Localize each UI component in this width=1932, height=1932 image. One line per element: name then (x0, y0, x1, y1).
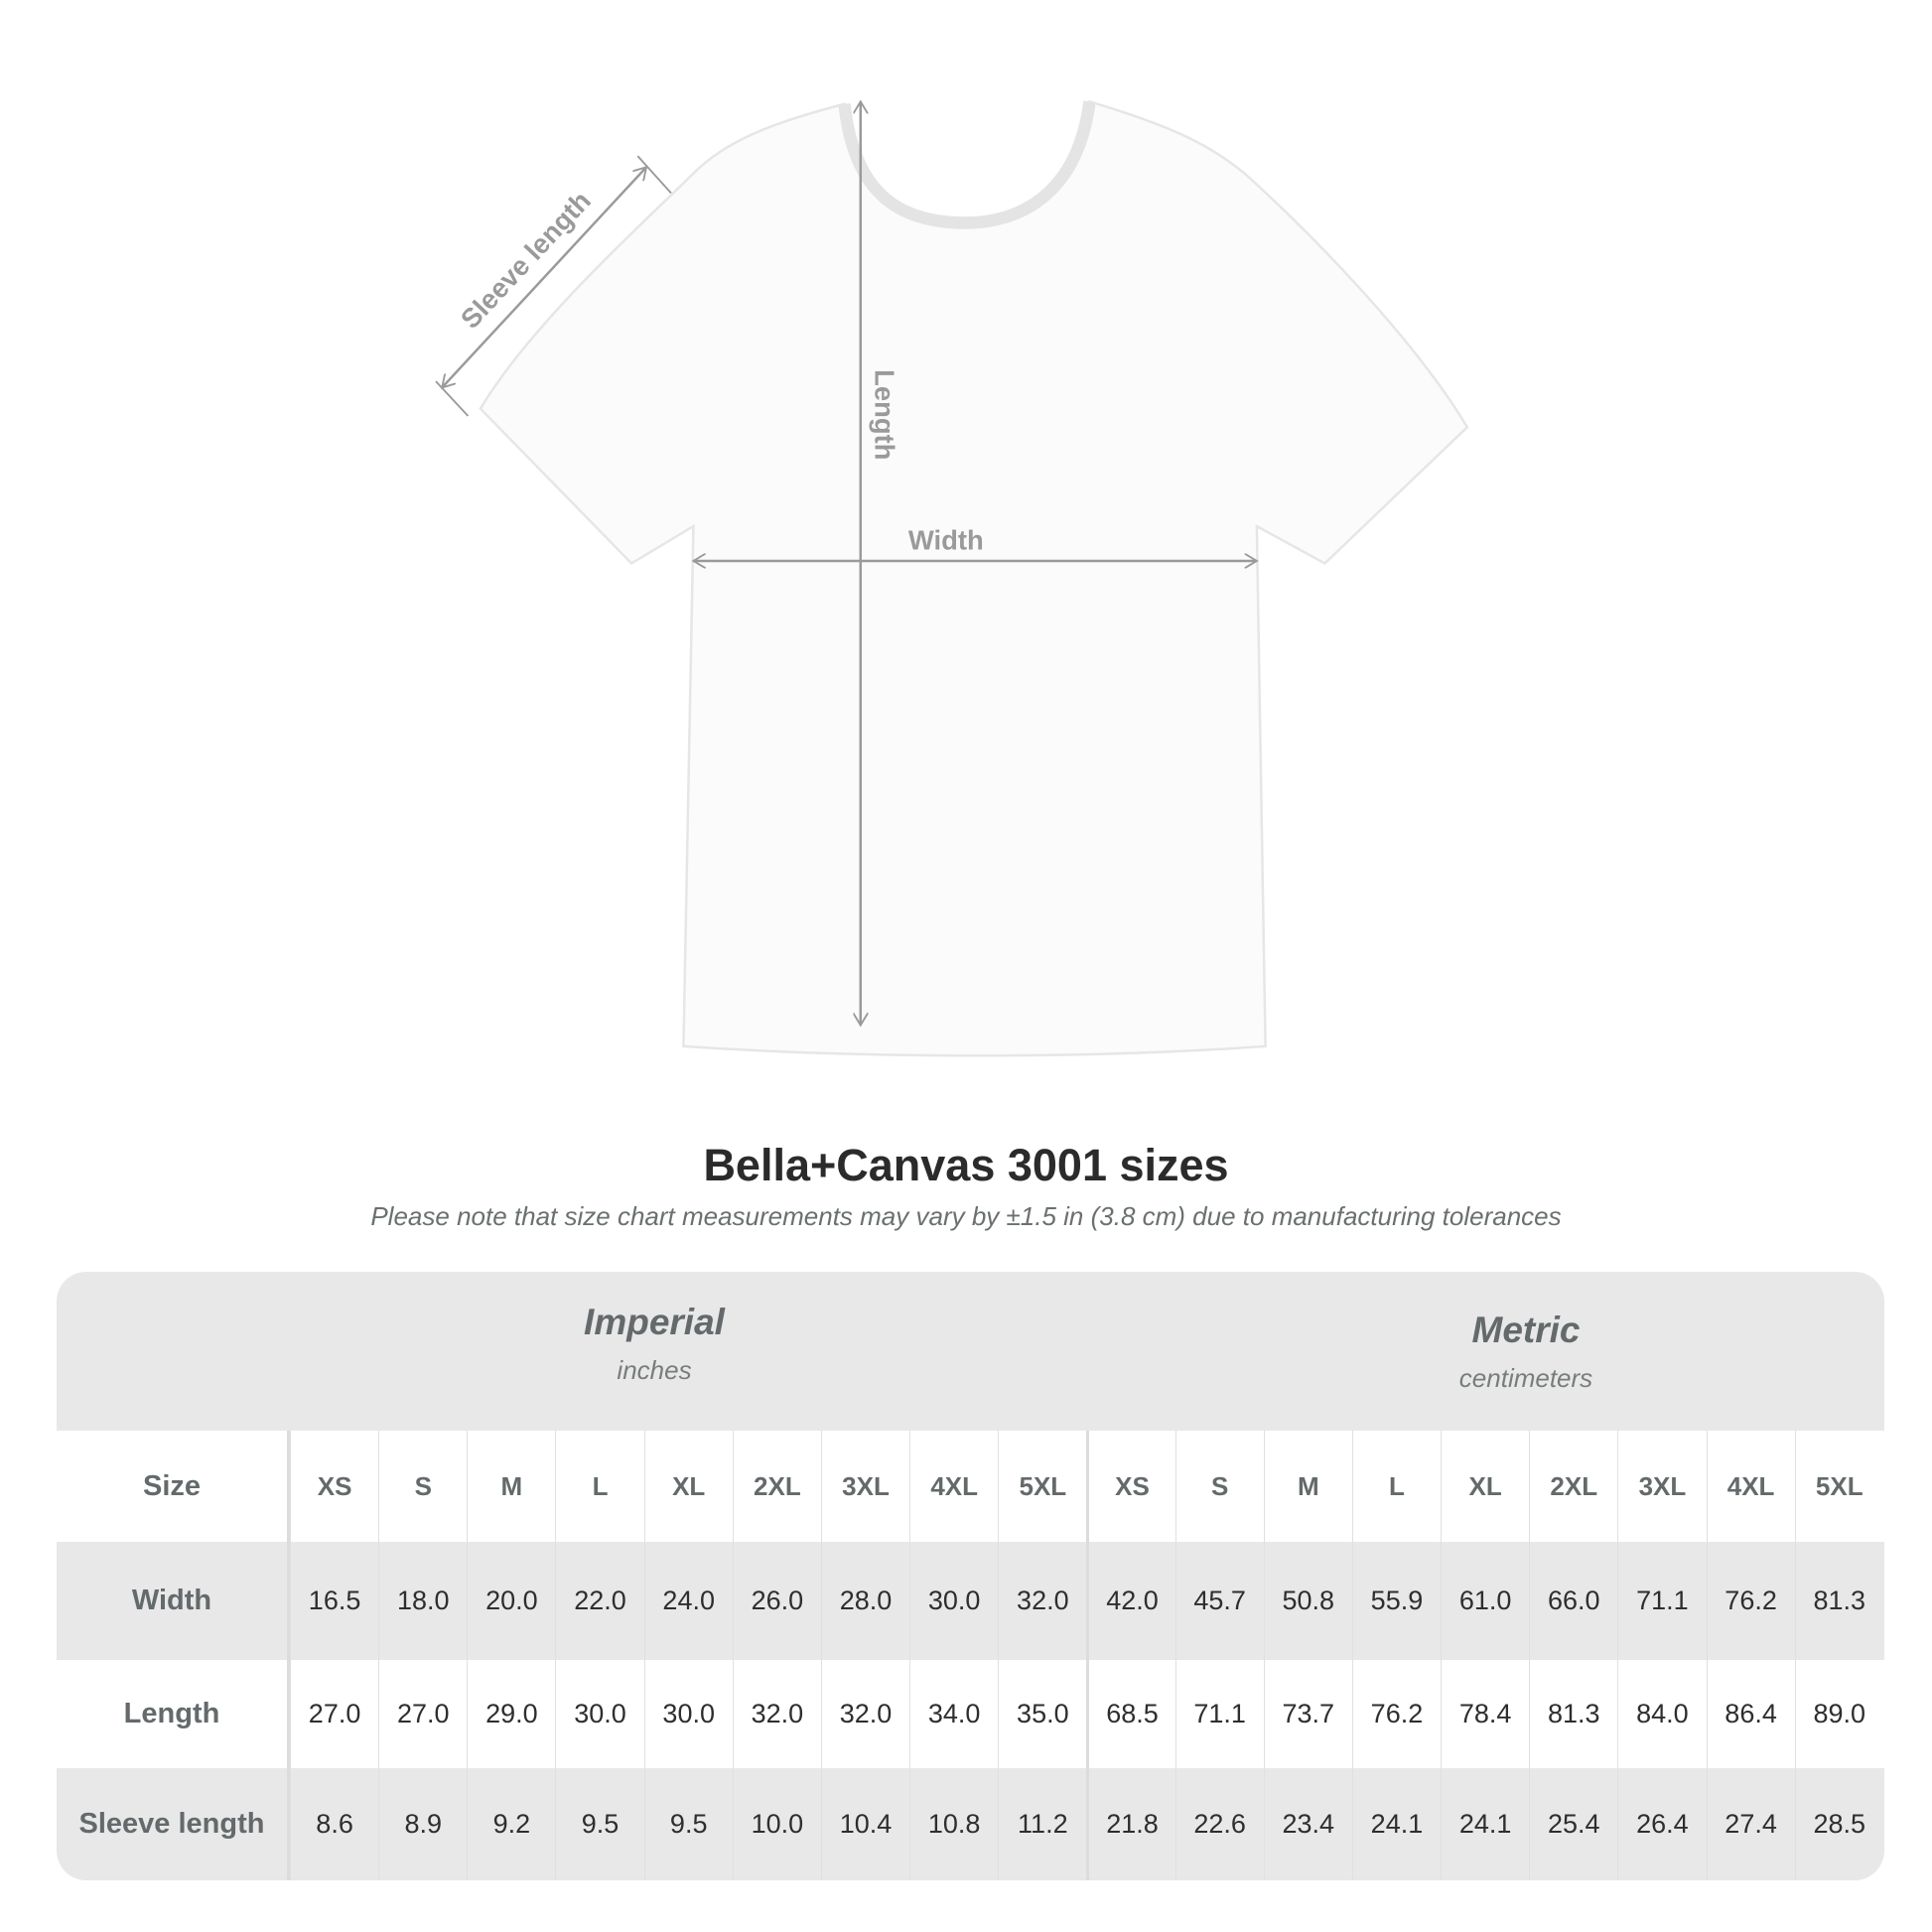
size-header: XS (1086, 1431, 1174, 1542)
table-cell: 24.1 (1351, 1768, 1441, 1880)
table-cell: 8.6 (290, 1768, 378, 1880)
table-cell: 61.0 (1441, 1542, 1529, 1660)
metric-heading: Metric centimeters (1178, 1310, 1873, 1394)
size-header: 3XL (1617, 1431, 1706, 1542)
table-cell: 34.0 (909, 1660, 998, 1768)
size-header: S (378, 1431, 467, 1542)
size-header: M (1263, 1431, 1352, 1542)
table-cell: 42.0 (1086, 1542, 1174, 1660)
metric-unit: centimeters (1458, 1363, 1593, 1393)
table-cell: 30.0 (555, 1660, 643, 1768)
table-row: Width 16.5 18.0 20.0 22.0 24.0 26.0 28.0 30.0 32.… (57, 1542, 1884, 1660)
row-label: Length (57, 1660, 290, 1768)
table-cell: 29.0 (467, 1660, 555, 1768)
size-header: 3XL (820, 1431, 909, 1542)
table-cell: 16.5 (290, 1542, 378, 1660)
size-header: 4XL (1706, 1431, 1795, 1542)
table-cell: 23.4 (1263, 1768, 1352, 1880)
table-cell: 45.7 (1174, 1542, 1264, 1660)
size-header: M (467, 1431, 555, 1542)
table-cell: 81.3 (1529, 1660, 1617, 1768)
table-cell: 78.4 (1441, 1660, 1529, 1768)
sleeve-measure-line (442, 167, 646, 387)
table-cell: 20.0 (467, 1542, 555, 1660)
tshirt-diagram: Sleeve length Length Width (435, 0, 1469, 1057)
row-label: Sleeve length (57, 1768, 290, 1880)
table-cell: 32.0 (732, 1660, 821, 1768)
table-header: Imperial inches Metric centimeters (57, 1272, 1884, 1431)
size-header: L (555, 1431, 643, 1542)
table-cell: 81.3 (1794, 1542, 1883, 1660)
table-row: Sleeve length 8.6 8.9 9.2 9.5 9.5 10.0 10.4 10.8… (57, 1768, 1884, 1880)
tolerance-note: Please note that size chart measurements… (370, 1201, 1562, 1231)
table-cell: 24.0 (643, 1542, 733, 1660)
table-cell: 10.8 (909, 1768, 998, 1880)
size-header: XS (290, 1431, 378, 1542)
table-cell: 8.9 (378, 1768, 467, 1880)
table-cell: 27.0 (290, 1660, 378, 1768)
table-cell: 28.5 (1794, 1768, 1883, 1880)
table-cell: 26.4 (1617, 1768, 1706, 1880)
table-cell: 30.0 (909, 1542, 998, 1660)
length-label: Length (870, 369, 900, 460)
table-cell: 9.5 (643, 1768, 733, 1880)
imperial-heading: Imperial inches (307, 1302, 1002, 1386)
table-cell: 84.0 (1617, 1660, 1706, 1768)
size-header: 5XL (1794, 1431, 1883, 1542)
row-label: Width (57, 1542, 290, 1660)
table-cell: 9.2 (467, 1768, 555, 1880)
table-cell: 22.6 (1174, 1768, 1264, 1880)
size-header: XL (1441, 1431, 1529, 1542)
table-cell: 32.0 (998, 1542, 1086, 1660)
table-cell: 10.4 (820, 1768, 909, 1880)
size-header: 2XL (732, 1431, 821, 1542)
table-cell: 86.4 (1706, 1660, 1795, 1768)
table-cell: 71.1 (1617, 1542, 1706, 1660)
table-cell: 27.0 (378, 1660, 467, 1768)
size-header: 2XL (1529, 1431, 1617, 1542)
table-cell: 27.4 (1706, 1768, 1795, 1880)
tshirt-shape (479, 99, 1469, 1057)
table-cell: 24.1 (1441, 1768, 1529, 1880)
table-cell: 21.8 (1086, 1768, 1174, 1880)
size-header: XL (643, 1431, 733, 1542)
table-cell: 68.5 (1086, 1660, 1174, 1768)
table-cell: 9.5 (555, 1768, 643, 1880)
table-cell: 73.7 (1263, 1660, 1352, 1768)
table-cell: 26.0 (732, 1542, 821, 1660)
table-cell: 25.4 (1529, 1768, 1617, 1880)
table-cell: 76.2 (1351, 1660, 1441, 1768)
table-cell: 28.0 (820, 1542, 909, 1660)
table-cell: 66.0 (1529, 1542, 1617, 1660)
table-cell: 10.0 (732, 1768, 821, 1880)
imperial-title: Imperial (584, 1302, 725, 1342)
table-cell: 32.0 (820, 1660, 909, 1768)
width-label: Width (908, 525, 984, 556)
row-label: Size (57, 1431, 290, 1542)
table-cell: 89.0 (1794, 1660, 1883, 1768)
size-header: L (1351, 1431, 1441, 1542)
table-cell: 71.1 (1174, 1660, 1264, 1768)
page-title: Bella+Canvas 3001 sizes (703, 1140, 1229, 1190)
size-header: S (1174, 1431, 1264, 1542)
imperial-unit: inches (617, 1355, 692, 1385)
size-header: 5XL (998, 1431, 1086, 1542)
size-header: 4XL (909, 1431, 998, 1542)
table-cell: 22.0 (555, 1542, 643, 1660)
table-cell: 76.2 (1706, 1542, 1795, 1660)
table-row: Length 27.0 27.0 29.0 30.0 30.0 32.0 32.0 34.0 35… (57, 1660, 1884, 1768)
size-row: Size XS S M L XL 2XL 3XL 4XL 5XL XS S M L XL 2XL 3XL 4XL 5… (57, 1431, 1884, 1542)
size-table: Imperial inches Metric centimeters Size X… (57, 1272, 1884, 1880)
table-cell: 30.0 (643, 1660, 733, 1768)
table-cell: 50.8 (1263, 1542, 1352, 1660)
table-cell: 11.2 (998, 1768, 1086, 1880)
table-cell: 18.0 (378, 1542, 467, 1660)
table-cell: 55.9 (1351, 1542, 1441, 1660)
metric-title: Metric (1471, 1310, 1581, 1350)
table-cell: 35.0 (998, 1660, 1086, 1768)
